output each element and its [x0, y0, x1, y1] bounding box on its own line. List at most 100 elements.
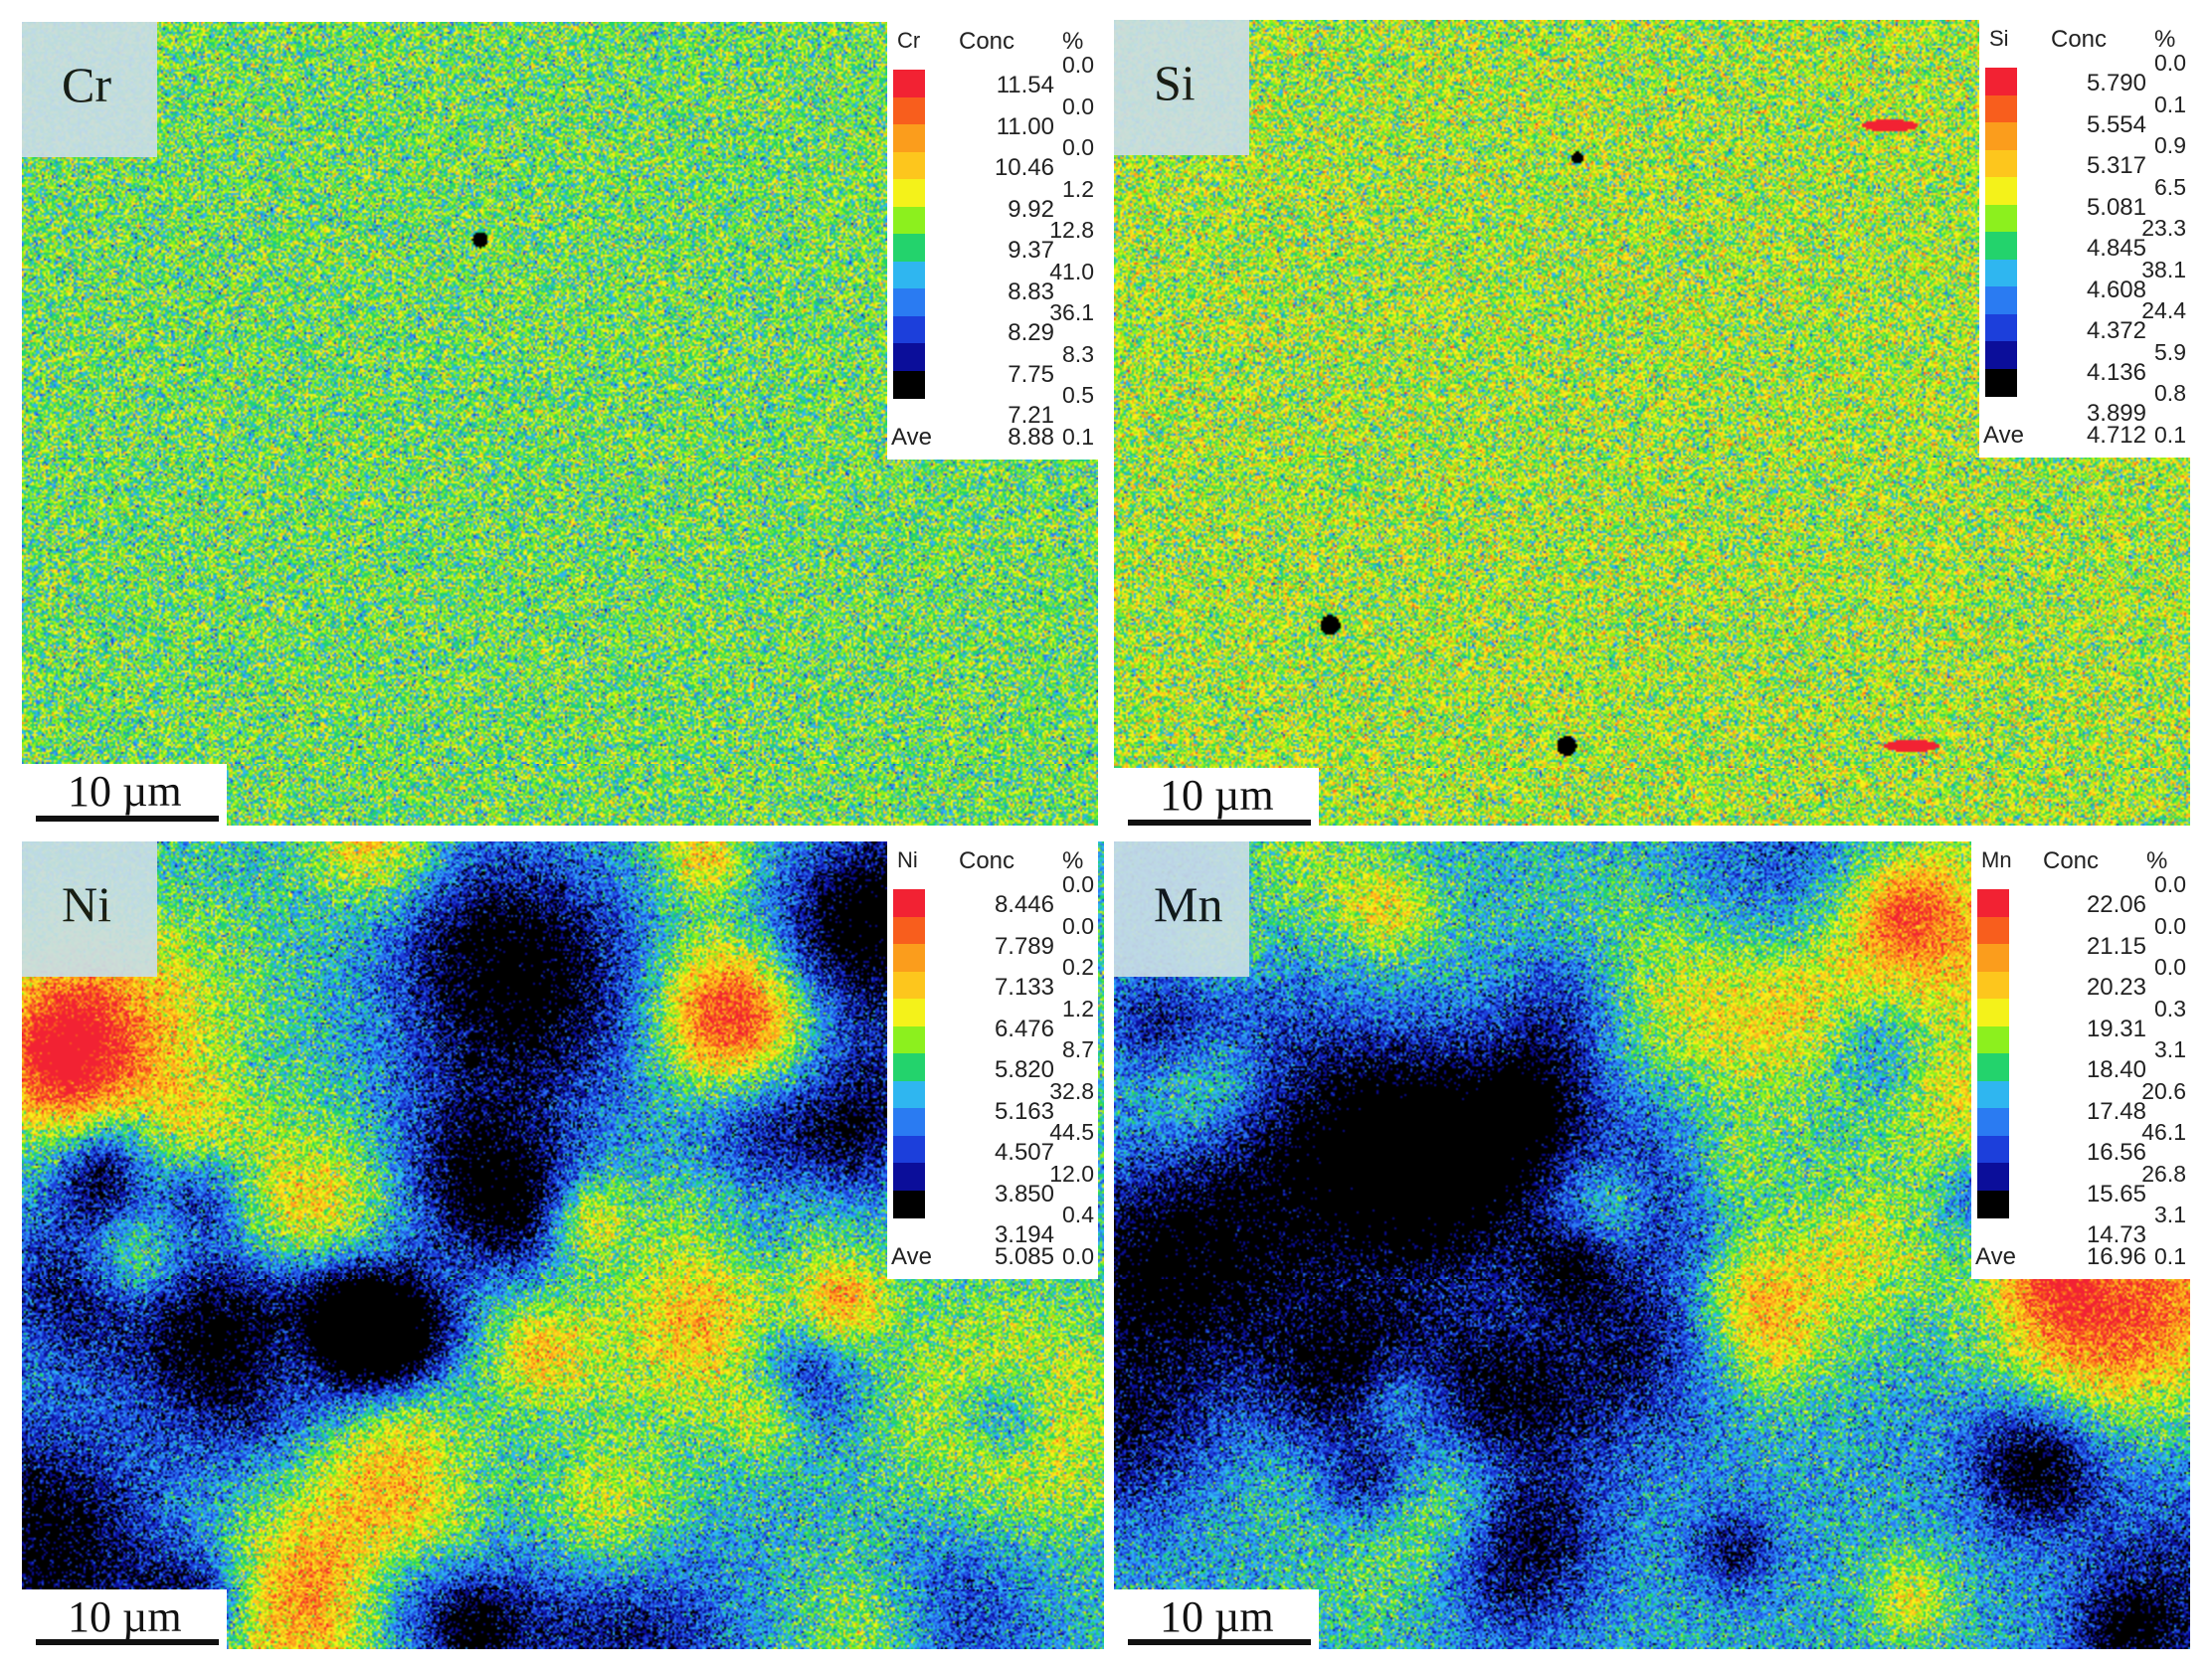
si-level-label: 5.554	[2086, 110, 2146, 138]
si-legend-pct-header: %	[2154, 26, 2176, 53]
mn-level-label: 19.31	[2086, 1015, 2146, 1042]
ni-percent-label: 0.0	[1062, 1242, 1094, 1269]
ni-level-label: 7.133	[994, 974, 1054, 1001]
mn-level-label: 14.73	[2086, 1221, 2146, 1248]
mn-percent-label: 20.6	[2141, 1077, 2186, 1104]
ni-colorbar-swatch	[893, 1025, 925, 1054]
cr-level-label: 11.00	[996, 112, 1054, 140]
mn-colorbar-swatch	[1977, 1190, 2009, 1218]
ni-level-label: 6.476	[994, 1015, 1054, 1042]
mn-legend-pct-header: %	[2146, 847, 2168, 874]
ni-level-label: 5.163	[994, 1097, 1054, 1125]
ni-scale-line	[36, 1639, 219, 1645]
mn-colorbar-swatch	[1977, 999, 2009, 1026]
mn-colorbar-swatch	[1977, 1080, 2009, 1109]
ni-colorbar-swatch	[893, 1190, 925, 1218]
cr-level-label: 9.92	[1008, 195, 1054, 223]
mn-legend-conc-header: Conc	[2043, 847, 2100, 874]
cr-legend-conc-header: Conc	[959, 28, 1015, 55]
cr-element-label-box: Cr	[22, 22, 157, 157]
si-percent-label: 24.4	[2141, 297, 2186, 323]
si-level-label: 4.608	[2086, 276, 2146, 303]
ni-level-label: 3.850	[994, 1180, 1054, 1208]
ni-level-label: 5.820	[994, 1056, 1054, 1083]
mn-ave-label: Ave	[1975, 1243, 2016, 1270]
si-colorbar-swatch	[1985, 259, 2017, 287]
mn-colorbar-swatch	[1977, 971, 2009, 1000]
mn-level-label: 17.48	[2086, 1097, 2146, 1125]
ni-colorbar-swatch	[893, 971, 925, 1000]
cr-percent-label: 41.0	[1049, 258, 1094, 284]
ni-percent-label: 0.2	[1062, 954, 1094, 980]
cr-map-panel: Cr Conc% 11.54 11.00 10.46 9.92 9.37 8.83 8.29 7.…	[22, 22, 1098, 826]
ni-element-label: Ni	[62, 876, 111, 932]
mn-legend-element: Mn	[1981, 847, 2012, 872]
cr-percent-label: 0.1	[1062, 423, 1094, 450]
ni-percent-label: 44.5	[1049, 1119, 1094, 1145]
ni-legend: Ni Conc% 8.446 7.789 7.133 6.476 5.820 5.163 4.5…	[887, 841, 1098, 1279]
cr-scale-line	[36, 816, 219, 822]
ni-scale-text: 10 µm	[68, 1592, 182, 1641]
si-level-label: 4.845	[2086, 235, 2146, 262]
ni-colorbar-swatch	[893, 1163, 925, 1191]
mn-colorbar-swatch	[1977, 1053, 2009, 1081]
si-level-label: 5.790	[2086, 70, 2146, 96]
mn-level-label: 18.40	[2086, 1056, 2146, 1083]
ni-colorbar-swatch	[893, 1135, 925, 1164]
cr-percent-label: 0.0	[1062, 52, 1094, 78]
si-ave-label: Ave	[1983, 422, 2024, 449]
mn-level-label: 16.56	[2086, 1139, 2146, 1166]
ni-colorbar-swatch	[893, 889, 925, 917]
mn-colorbar-swatch	[1977, 1108, 2009, 1136]
si-map-panel: Si Conc% 5.790 5.554 5.317 5.081 4.845 4.608 4.3…	[1114, 20, 2190, 830]
ni-colorbar	[893, 889, 925, 1218]
cr-colorbar-swatch	[893, 370, 925, 399]
ni-percent-label: 12.0	[1049, 1160, 1094, 1187]
si-percent-label: 6.5	[2154, 173, 2186, 200]
ni-percent-label: 0.4	[1062, 1202, 1094, 1227]
ni-colorbar-swatch	[893, 1053, 925, 1081]
ni-colorbar-swatch	[893, 916, 925, 945]
mn-colorbar-swatch	[1977, 944, 2009, 972]
ni-percent-label: 1.2	[1062, 995, 1094, 1022]
mn-percent-label: 3.1	[2154, 1036, 2186, 1062]
ni-legend-conc-header: Conc	[959, 847, 1015, 874]
ni-scale-bar: 10 µm	[22, 1589, 227, 1649]
si-percent-label: 0.1	[2154, 421, 2186, 448]
mn-percent-label: 0.1	[2154, 1242, 2186, 1269]
ni-colorbar-swatch	[893, 1080, 925, 1109]
ni-legend-pct-header: %	[1062, 847, 1084, 874]
si-colorbar-swatch	[1985, 149, 2017, 178]
mn-legend: Mn Conc% 22.06 21.15 20.23 19.31 18.40 17.48 16.…	[1971, 841, 2190, 1279]
cr-colorbar-swatch	[893, 234, 925, 262]
cr-level-label: 10.46	[994, 154, 1054, 181]
ni-percent-label: 32.8	[1049, 1077, 1094, 1104]
ni-ave-label: Ave	[891, 1243, 932, 1270]
si-element-label: Si	[1154, 55, 1196, 110]
cr-level-label: 7.75	[1008, 360, 1054, 388]
si-level-label: 4.372	[2086, 317, 2146, 344]
mn-level-label: 21.15	[2086, 932, 2146, 960]
cr-percent-label: 0.0	[1062, 93, 1094, 119]
ni-percent-label: 0.0	[1062, 912, 1094, 939]
mn-colorbar-swatch	[1977, 1135, 2009, 1164]
cr-percent-label: 12.8	[1049, 217, 1094, 243]
si-colorbar-swatch	[1985, 313, 2017, 342]
cr-level-label: 8.83	[1008, 278, 1054, 305]
si-colorbar-swatch	[1985, 341, 2017, 369]
mn-element-label: Mn	[1154, 876, 1223, 932]
mn-percent-label: 0.0	[2154, 912, 2186, 939]
mn-colorbar-swatch	[1977, 889, 2009, 917]
si-percent-label: 5.9	[2154, 338, 2186, 365]
cr-percent-label: 36.1	[1049, 299, 1094, 325]
ni-legend-element: Ni	[897, 847, 918, 872]
cr-scale-text: 10 µm	[68, 767, 182, 816]
cr-legend: Cr Conc% 11.54 11.00 10.46 9.92 9.37 8.83 8.29 7.…	[887, 22, 1098, 460]
mn-colorbar-swatch	[1977, 916, 2009, 945]
cr-level-label: 9.37	[1008, 237, 1054, 264]
cr-colorbar	[893, 70, 925, 399]
si-percent-label: 38.1	[2141, 256, 2186, 282]
cr-ave-value: 8.88	[1008, 424, 1054, 451]
si-colorbar	[1985, 68, 2017, 397]
mn-ave-value: 16.96	[2086, 1243, 2146, 1270]
